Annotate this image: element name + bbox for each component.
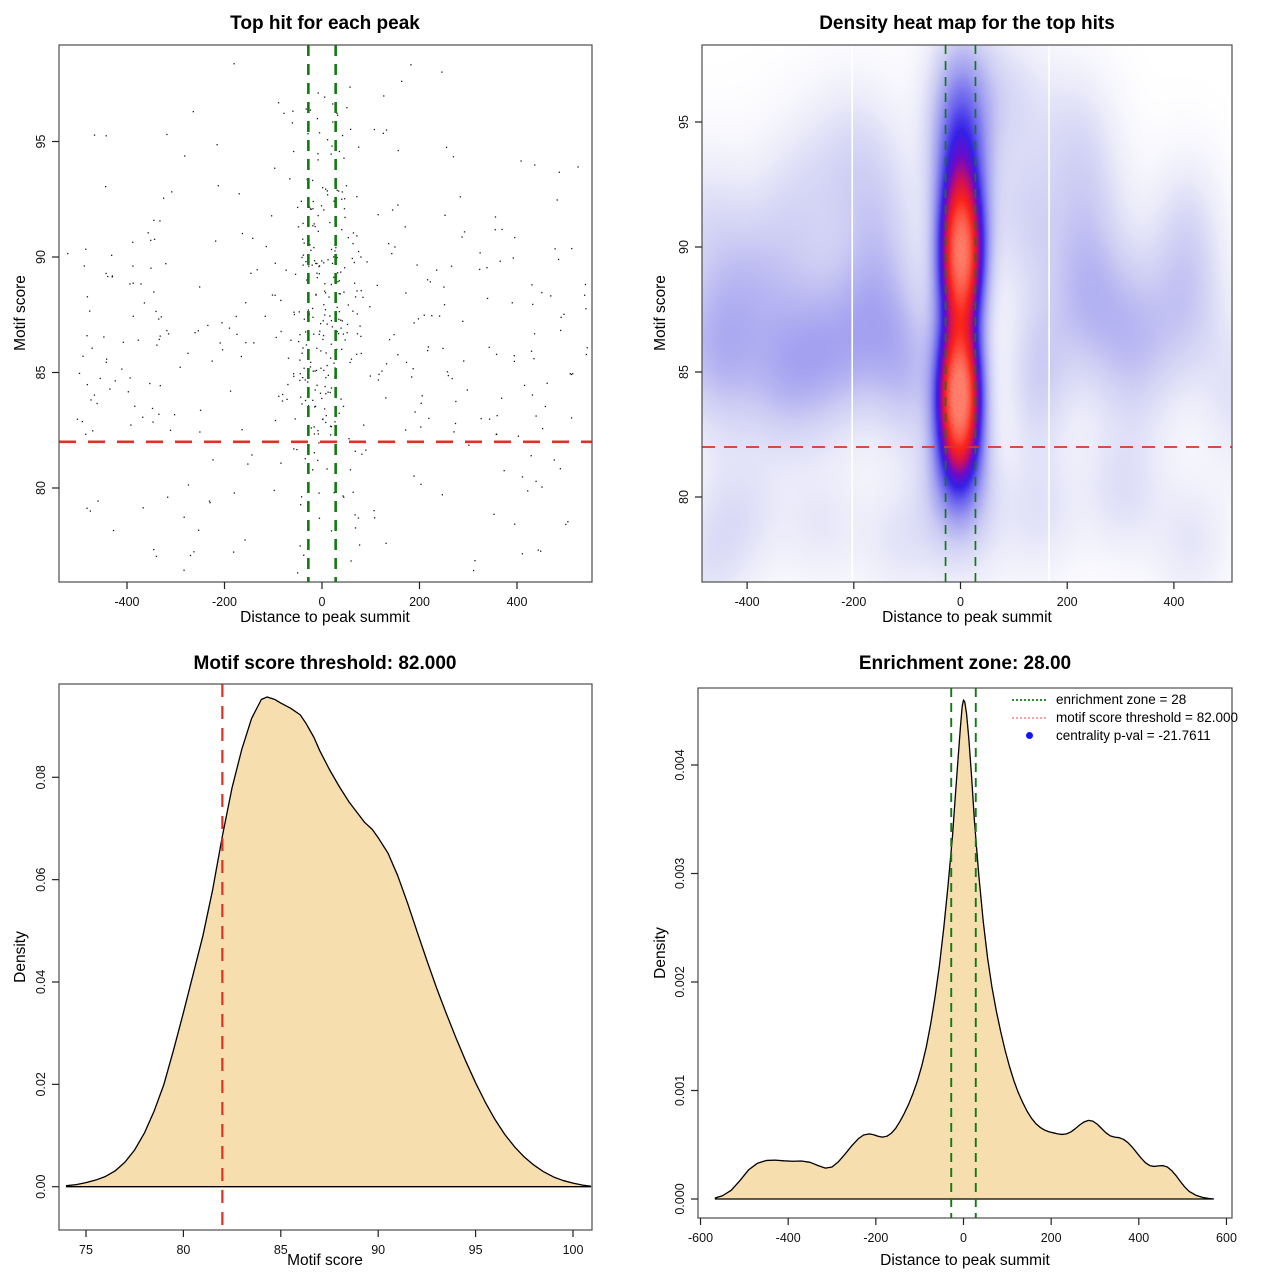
svg-text:100: 100 bbox=[563, 1243, 584, 1257]
score-threshold-dotted-line-icon bbox=[1012, 716, 1046, 719]
svg-text:85: 85 bbox=[677, 365, 691, 379]
y-axis-label-distance-density: Density bbox=[652, 927, 669, 979]
svg-text:90: 90 bbox=[371, 1243, 385, 1257]
svg-text:-400: -400 bbox=[114, 595, 139, 609]
svg-text:0.04: 0.04 bbox=[34, 970, 48, 994]
enrichment-zone-dotted-line-icon bbox=[1012, 698, 1046, 701]
y-axis-label-heatmap: Motif score bbox=[652, 275, 669, 351]
svg-text:80: 80 bbox=[176, 1243, 190, 1257]
y-axis-label-score-density: Density bbox=[12, 931, 29, 983]
x-axis-label-heatmap: Distance to peak summit bbox=[882, 609, 1052, 626]
legend-label: centrality p-val = -21.7611 bbox=[1056, 728, 1211, 743]
svg-text:0: 0 bbox=[319, 595, 326, 609]
svg-text:400: 400 bbox=[507, 595, 528, 609]
svg-text:0.000: 0.000 bbox=[673, 1183, 687, 1214]
legend-label: enrichment zone = 28 bbox=[1056, 692, 1187, 707]
svg-text:-200: -200 bbox=[841, 595, 866, 609]
svg-text:95: 95 bbox=[677, 115, 691, 129]
svg-text:85: 85 bbox=[274, 1243, 288, 1257]
x-axis-label-scatter: Distance to peak summit bbox=[240, 609, 410, 626]
legend-item-score-threshold: motif score threshold = 82.000 bbox=[1012, 710, 1238, 725]
svg-text:90: 90 bbox=[677, 240, 691, 254]
svg-text:0.02: 0.02 bbox=[34, 1072, 48, 1096]
centrality-pval-dot-icon bbox=[1012, 732, 1046, 739]
svg-text:80: 80 bbox=[34, 481, 48, 495]
y-axis-label-scatter: Motif score bbox=[12, 275, 29, 351]
panel-top-hit-scatter: Top hit for each peak -400 -200 0 200 400 80 8… bbox=[0, 0, 640, 640]
distance-density-svg: -600 -400 -200 0 200 400 600 0.000 0.001 0.002 0.0… bbox=[673, 687, 1237, 1245]
svg-text:0.001: 0.001 bbox=[673, 1075, 687, 1106]
svg-text:0.002: 0.002 bbox=[673, 966, 687, 997]
svg-text:0: 0 bbox=[960, 1231, 967, 1245]
legend-item-enrichment-zone: enrichment zone = 28 bbox=[1012, 692, 1238, 707]
svg-text:0.08: 0.08 bbox=[34, 765, 48, 789]
panel-motif-score-density: Motif score threshold: 82.000 75 80 85 90 95… bbox=[0, 640, 640, 1280]
svg-text:0.004: 0.004 bbox=[673, 749, 687, 780]
panel-density-heatmap: Density heat map for the top hits -400 -2… bbox=[640, 0, 1280, 640]
svg-text:0.06: 0.06 bbox=[34, 867, 48, 891]
legend: enrichment zone = 28 motif score thresho… bbox=[1012, 692, 1238, 743]
legend-item-centrality-pval: centrality p-val = -21.7611 bbox=[1012, 728, 1238, 743]
score-density-svg: 75 80 85 90 95 100 0.00 0.02 0.04 0.06 0.08 bbox=[34, 683, 593, 1257]
svg-text:-400: -400 bbox=[735, 595, 760, 609]
heatmap-overlay-svg: -400 -200 0 200 400 80 85 90 95 bbox=[677, 44, 1233, 609]
svg-text:0.00: 0.00 bbox=[34, 1174, 48, 1198]
svg-text:-400: -400 bbox=[776, 1231, 801, 1245]
svg-text:200: 200 bbox=[1057, 595, 1078, 609]
panel-distance-density: Enrichment zone: 28.00 -600 -400 -200 0 200 4… bbox=[640, 640, 1280, 1280]
x-axis-label-distance-density: Distance to peak summit bbox=[880, 1252, 1050, 1269]
scatter-plot-svg: -400 -200 0 200 400 80 85 90 95 bbox=[34, 44, 593, 609]
score-density-title: Motif score threshold: 82.000 bbox=[193, 653, 457, 674]
svg-text:90: 90 bbox=[34, 250, 48, 264]
svg-text:0.003: 0.003 bbox=[673, 858, 687, 889]
svg-text:-200: -200 bbox=[212, 595, 237, 609]
heatmap-title: Density heat map for the top hits bbox=[819, 13, 1115, 34]
svg-text:95: 95 bbox=[34, 135, 48, 149]
svg-text:-600: -600 bbox=[688, 1231, 713, 1245]
svg-text:400: 400 bbox=[1163, 595, 1184, 609]
svg-text:-200: -200 bbox=[863, 1231, 888, 1245]
svg-text:400: 400 bbox=[1128, 1231, 1149, 1245]
x-axis-label-score-density: Motif score bbox=[287, 1252, 363, 1269]
svg-text:0: 0 bbox=[957, 595, 964, 609]
distance-density-title: Enrichment zone: 28.00 bbox=[858, 653, 1072, 674]
svg-text:80: 80 bbox=[677, 490, 691, 504]
svg-text:85: 85 bbox=[34, 366, 48, 380]
scatter-title: Top hit for each peak bbox=[230, 13, 420, 34]
legend-label: motif score threshold = 82.000 bbox=[1056, 710, 1238, 725]
svg-text:95: 95 bbox=[469, 1243, 483, 1257]
svg-text:75: 75 bbox=[79, 1243, 93, 1257]
svg-text:200: 200 bbox=[1041, 1231, 1062, 1245]
heatmap-canvas bbox=[702, 45, 1232, 582]
svg-text:200: 200 bbox=[409, 595, 430, 609]
svg-text:600: 600 bbox=[1216, 1231, 1237, 1245]
